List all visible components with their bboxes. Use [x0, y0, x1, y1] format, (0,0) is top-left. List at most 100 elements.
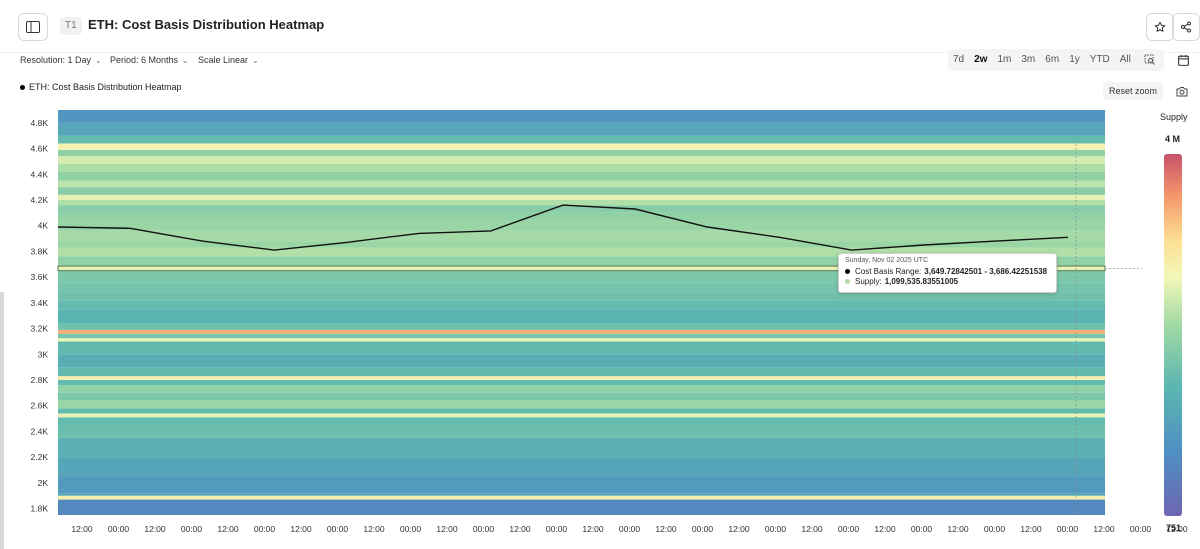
y-tick-label: 4K [38, 221, 49, 231]
chart-legend[interactable]: ETH: Cost Basis Distribution Heatmap [20, 82, 182, 92]
legend-label: ETH: Cost Basis Distribution Heatmap [29, 82, 182, 92]
scale-select[interactable]: Scale Linear ⌄ [198, 55, 259, 65]
heatmap-band-32[interactable] [58, 220, 1105, 231]
heatmap-band-29[interactable] [58, 247, 1105, 257]
reset-zoom-button[interactable]: Reset zoom [1103, 82, 1163, 100]
tooltip-date: Sunday, Nov 02 2025 UTC [845, 257, 929, 264]
heatmap-band-12[interactable] [58, 385, 1105, 393]
heatmap-band-13[interactable] [58, 380, 1105, 386]
heatmap-band-4[interactable] [58, 457, 1105, 477]
heatmap-band-5[interactable] [58, 437, 1105, 458]
heatmap-band-42[interactable] [58, 149, 1105, 157]
heatmap-band-38[interactable] [58, 180, 1105, 188]
date-picker-button[interactable] [1172, 49, 1194, 71]
heatmap-band-21[interactable] [58, 323, 1105, 330]
heatmap-band-36[interactable] [58, 194, 1105, 200]
heatmap-band-43[interactable] [58, 143, 1105, 150]
heatmap-band-19[interactable] [58, 333, 1105, 339]
x-tick-label: 12:00 [217, 524, 239, 534]
heatmap-band-22[interactable] [58, 309, 1105, 324]
heatmap-band-23[interactable] [58, 300, 1105, 310]
heatmap-band-44[interactable] [58, 135, 1105, 144]
favorite-button[interactable] [1146, 13, 1174, 41]
x-tick-label: 00:00 [692, 524, 714, 534]
heatmap-band-37[interactable] [58, 187, 1105, 195]
heatmap-band-34[interactable] [58, 205, 1105, 213]
chevron-down-icon: ⌄ [95, 56, 102, 65]
y-tick-label: 1.8K [31, 504, 49, 514]
heatmap-band-33[interactable] [58, 212, 1105, 221]
heatmap-band-25[interactable] [58, 282, 1105, 293]
screenshot-button[interactable] [1173, 83, 1191, 99]
x-tick-label: 12:00 [71, 524, 93, 534]
heatmap-band-26[interactable] [58, 270, 1105, 283]
range-6m[interactable]: 6m [1045, 54, 1060, 65]
page-scrollbar[interactable] [0, 292, 4, 549]
heatmap-band-46[interactable] [58, 110, 1105, 123]
x-tick-label: 12:00 [144, 524, 166, 534]
heatmap-band-1[interactable] [58, 495, 1105, 500]
tooltip-range-dot [845, 269, 850, 274]
heatmap-band-8[interactable] [58, 413, 1105, 418]
heatmap-band-0[interactable] [58, 499, 1105, 515]
range-ytd[interactable]: YTD [1089, 54, 1110, 65]
x-tick-label: 00:00 [984, 524, 1006, 534]
range-3m[interactable]: 3m [1021, 54, 1036, 65]
zoom-icon [1144, 54, 1155, 65]
y-tick-label: 3.4K [31, 298, 49, 308]
heatmap-band-39[interactable] [58, 171, 1105, 181]
heatmap-band-15[interactable] [58, 367, 1105, 377]
period-select[interactable]: Period: 6 Months ⌄ [110, 55, 189, 65]
heatmap-band-6[interactable] [58, 425, 1105, 438]
y-tick-label: 2.8K [31, 375, 49, 385]
star-icon [1154, 21, 1166, 32]
x-tick-label: 12:00 [874, 524, 896, 534]
heatmap-band-10[interactable] [58, 400, 1105, 409]
heatmap-band-17[interactable] [58, 341, 1105, 355]
price-line[interactable] [57, 204, 1069, 251]
x-tick-label: 00:00 [1057, 524, 1079, 534]
heatmap-band-11[interactable] [58, 392, 1105, 401]
y-tick-label: 4.4K [31, 169, 49, 179]
range-1m[interactable]: 1m [997, 54, 1012, 65]
x-tick-label: 12:00 [1093, 524, 1115, 534]
heatmap-band-35[interactable] [58, 200, 1105, 206]
colorscale-title: Supply [1160, 112, 1188, 122]
x-tick-label: 12:00 [655, 524, 677, 534]
heatmap-band-9[interactable] [58, 408, 1105, 414]
heatmap-band-16[interactable] [58, 354, 1105, 368]
y-tick-label: 3.2K [31, 324, 49, 334]
heatmap-band-41[interactable] [58, 156, 1105, 164]
heatmap-band-28[interactable] [58, 256, 1105, 266]
x-tick-label: 12:00 [290, 524, 312, 534]
range-7d[interactable]: 7d [953, 54, 965, 65]
tooltip-range-value: 3,649.72842501 - 3,686.42251538 [924, 267, 1048, 276]
range-2w[interactable]: 2w [974, 54, 988, 65]
heatmap-band-18[interactable] [58, 338, 1105, 342]
heatmap-band-20[interactable] [58, 329, 1105, 334]
sidebar-toggle-button[interactable] [18, 13, 48, 41]
heatmap-band-45[interactable] [58, 122, 1105, 136]
resolution-select[interactable]: Resolution: 1 Day ⌄ [20, 55, 102, 65]
legend-dot [20, 84, 25, 90]
chart-badge: T1 [60, 17, 82, 35]
zoom-select-button[interactable] [1136, 49, 1164, 71]
tooltip-range-label: Cost Basis Range: [855, 267, 922, 276]
x-tick-label: 00:00 [473, 524, 495, 534]
heatmap-band-31[interactable] [58, 230, 1105, 242]
y-tick-label: 3.6K [31, 272, 49, 282]
heatmap-band-40[interactable] [58, 164, 1105, 172]
y-tick-label: 2K [38, 478, 49, 488]
heatmap-band-30[interactable] [58, 241, 1105, 248]
heatmap-band-2[interactable] [58, 493, 1105, 496]
heatmap-band-7[interactable] [58, 417, 1105, 425]
colorscale-min: 751 [1166, 523, 1182, 533]
x-tick-label: 00:00 [911, 524, 933, 534]
heatmap-band-3[interactable] [58, 476, 1105, 494]
heatmap-band-24[interactable] [58, 292, 1105, 301]
range-all[interactable]: All [1119, 54, 1131, 65]
range-1y[interactable]: 1y [1069, 54, 1080, 65]
camera-icon [1176, 86, 1188, 96]
heatmap-band-14[interactable] [58, 376, 1105, 380]
